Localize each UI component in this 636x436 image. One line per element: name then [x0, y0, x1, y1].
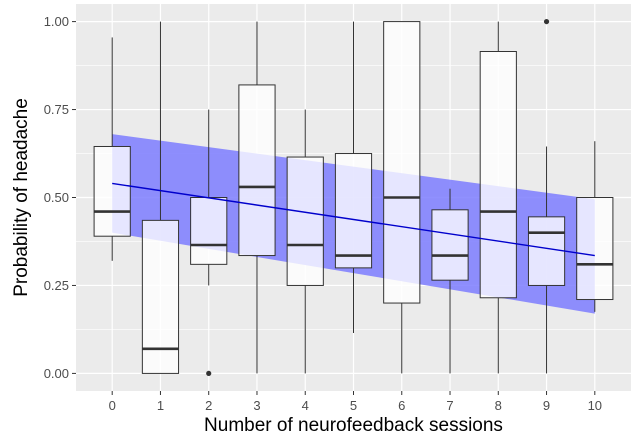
- y-tick-label: 0.75: [44, 102, 69, 117]
- y-tick-label: 1.00: [44, 14, 69, 29]
- box-iqr: [286, 156, 324, 286]
- y-axis-title: Probability of headache: [11, 98, 32, 297]
- box-iqr: [431, 209, 469, 281]
- box-iqr: [383, 21, 421, 304]
- box-5: [334, 21, 373, 333]
- box-7: [431, 188, 469, 374]
- box-1: [141, 21, 180, 374]
- box-iqr: [141, 219, 180, 374]
- outlier-point: [543, 18, 550, 25]
- box-iqr: [190, 197, 228, 265]
- x-tick-label: 2: [205, 398, 212, 413]
- y-tick-label: 0.00: [44, 366, 69, 381]
- x-tick-label: 10: [588, 398, 602, 413]
- box-iqr: [576, 197, 614, 301]
- outlier-point: [206, 370, 212, 377]
- box-9: [527, 18, 566, 374]
- x-tick-label: 7: [446, 398, 453, 413]
- y-tick-label: 0.25: [44, 278, 69, 293]
- box-2: [190, 109, 228, 377]
- y-axis-ticks: 0.00 0.25 0.50 0.75 1.00: [44, 14, 76, 381]
- x-axis-title: Number of neurofeedback sessions: [204, 415, 503, 436]
- x-tick-label: 5: [350, 398, 357, 413]
- box-iqr: [334, 153, 373, 269]
- x-tick-label: 8: [495, 398, 502, 413]
- boxes-layer: [93, 18, 614, 377]
- trend-line-layer: [112, 182, 595, 257]
- box-6: [383, 21, 421, 374]
- box-iqr: [93, 145, 131, 237]
- box-10: [576, 141, 614, 312]
- box-0: [93, 37, 131, 261]
- trend-line: [112, 182, 595, 257]
- box-4: [286, 109, 324, 374]
- x-tick-label: 9: [543, 398, 550, 413]
- box-iqr: [238, 84, 276, 257]
- x-tick-label: 6: [398, 398, 405, 413]
- x-axis-ticks: 0 1 2 3 4 5 6 7 8 9 10: [109, 391, 602, 413]
- y-tick-label: 0.50: [44, 190, 69, 205]
- x-tick-label: 3: [253, 398, 260, 413]
- x-tick-label: 4: [302, 398, 309, 413]
- x-tick-label: 0: [109, 398, 116, 413]
- box-3: [238, 21, 276, 374]
- x-tick-label: 1: [157, 398, 164, 413]
- box-iqr: [527, 216, 566, 286]
- box-8: [479, 21, 517, 374]
- box-iqr: [479, 50, 517, 299]
